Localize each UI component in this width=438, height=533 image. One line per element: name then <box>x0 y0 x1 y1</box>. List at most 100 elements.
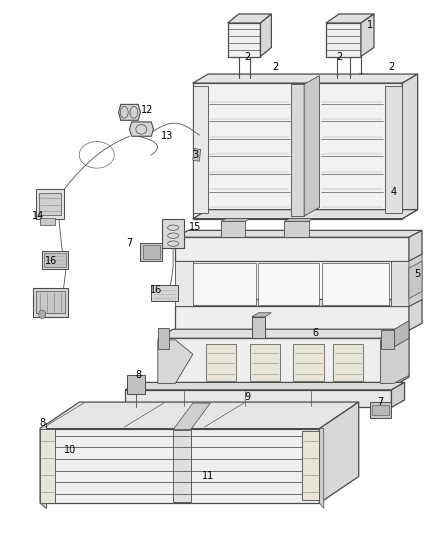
Polygon shape <box>252 317 265 338</box>
Polygon shape <box>321 263 389 305</box>
Polygon shape <box>332 344 363 381</box>
Polygon shape <box>370 402 392 418</box>
Polygon shape <box>221 221 245 237</box>
Polygon shape <box>175 300 422 306</box>
Text: 6: 6 <box>312 328 318 338</box>
Polygon shape <box>175 261 193 306</box>
Polygon shape <box>193 209 418 219</box>
Polygon shape <box>158 329 409 338</box>
Polygon shape <box>158 340 193 383</box>
Polygon shape <box>319 429 324 508</box>
Text: 8: 8 <box>135 370 141 381</box>
Polygon shape <box>40 423 46 508</box>
Polygon shape <box>40 429 55 503</box>
Polygon shape <box>40 429 319 503</box>
Text: 11: 11 <box>202 472 214 481</box>
Text: 2: 2 <box>389 62 395 72</box>
Polygon shape <box>42 251 68 269</box>
Polygon shape <box>127 375 145 394</box>
Text: 2: 2 <box>336 52 342 61</box>
Polygon shape <box>173 430 191 502</box>
Polygon shape <box>348 76 353 79</box>
Polygon shape <box>335 76 339 79</box>
Text: 2: 2 <box>272 62 279 72</box>
Text: 3: 3 <box>192 150 198 160</box>
Polygon shape <box>372 405 389 415</box>
Text: 5: 5 <box>414 270 421 279</box>
Text: 12: 12 <box>141 104 153 115</box>
Text: 7: 7 <box>378 397 384 407</box>
Polygon shape <box>193 86 208 213</box>
Polygon shape <box>385 86 403 213</box>
Polygon shape <box>193 263 256 305</box>
Polygon shape <box>221 219 250 221</box>
Polygon shape <box>409 261 422 298</box>
Text: 16: 16 <box>45 256 57 266</box>
Polygon shape <box>228 14 272 23</box>
Polygon shape <box>252 313 272 317</box>
Polygon shape <box>409 254 422 306</box>
Polygon shape <box>40 217 55 225</box>
Polygon shape <box>141 243 162 261</box>
Text: 15: 15 <box>189 222 201 232</box>
Polygon shape <box>394 321 409 348</box>
Text: 4: 4 <box>391 187 397 197</box>
Polygon shape <box>304 76 319 216</box>
Polygon shape <box>361 14 374 56</box>
Polygon shape <box>158 328 169 349</box>
Polygon shape <box>206 344 237 381</box>
Polygon shape <box>44 253 66 266</box>
Polygon shape <box>319 402 359 503</box>
Polygon shape <box>40 402 359 429</box>
Polygon shape <box>151 285 177 301</box>
Polygon shape <box>285 221 308 237</box>
Polygon shape <box>193 83 403 219</box>
Polygon shape <box>248 76 253 79</box>
Polygon shape <box>228 23 261 56</box>
Polygon shape <box>35 189 64 219</box>
Polygon shape <box>381 333 409 383</box>
Polygon shape <box>409 230 422 261</box>
Text: 16: 16 <box>149 286 162 295</box>
Polygon shape <box>173 403 210 430</box>
Polygon shape <box>193 149 201 161</box>
Polygon shape <box>394 329 409 386</box>
Polygon shape <box>258 263 319 305</box>
Text: 1: 1 <box>367 20 373 30</box>
Polygon shape <box>158 338 394 386</box>
Text: 14: 14 <box>32 211 44 221</box>
Polygon shape <box>162 219 184 248</box>
Polygon shape <box>261 14 272 56</box>
Polygon shape <box>250 344 280 381</box>
Text: 10: 10 <box>64 445 77 455</box>
Polygon shape <box>392 261 409 306</box>
Polygon shape <box>291 84 304 216</box>
Polygon shape <box>175 237 409 261</box>
Polygon shape <box>302 431 319 500</box>
Circle shape <box>39 310 46 319</box>
Polygon shape <box>143 245 160 259</box>
Polygon shape <box>175 306 409 330</box>
Polygon shape <box>130 122 153 136</box>
Text: 7: 7 <box>127 238 133 247</box>
Polygon shape <box>237 76 241 79</box>
Polygon shape <box>326 14 374 23</box>
Polygon shape <box>36 292 65 313</box>
Polygon shape <box>125 390 392 407</box>
Polygon shape <box>39 193 60 215</box>
Polygon shape <box>392 382 405 407</box>
Polygon shape <box>193 74 418 83</box>
Polygon shape <box>175 230 422 237</box>
Polygon shape <box>359 73 363 76</box>
Polygon shape <box>409 300 422 330</box>
Polygon shape <box>285 219 313 221</box>
Polygon shape <box>326 23 361 56</box>
Polygon shape <box>293 344 324 381</box>
Polygon shape <box>125 382 405 390</box>
Polygon shape <box>119 104 141 120</box>
Text: 8: 8 <box>39 418 45 429</box>
Text: 13: 13 <box>160 131 173 141</box>
Polygon shape <box>403 74 418 219</box>
Polygon shape <box>381 330 394 349</box>
Text: 2: 2 <box>244 52 251 61</box>
